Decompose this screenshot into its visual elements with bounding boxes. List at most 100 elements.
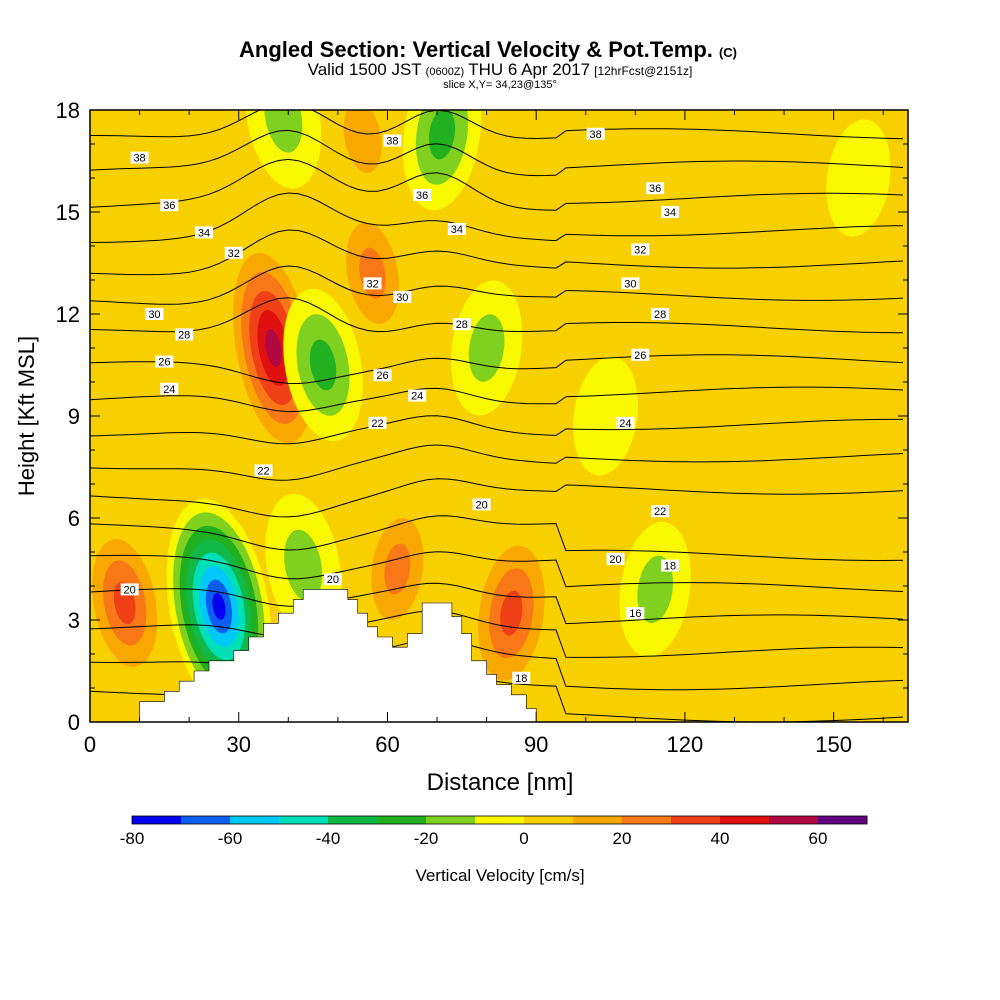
x-tick-label: 60 — [375, 732, 399, 757]
velocity-contour-band — [428, 110, 456, 160]
velocity-contour-band — [265, 328, 282, 368]
colorbar-frame — [131, 815, 868, 825]
x-axis: 0 30 60 90 120 150 — [84, 110, 884, 757]
colorbar-swatch — [769, 816, 819, 824]
isotherm-label: 36 — [160, 199, 179, 212]
subtitle-date: THU 6 Apr 2017 — [468, 60, 590, 79]
svg-text:16: 16 — [629, 608, 641, 620]
colorbar-swatch — [671, 816, 721, 824]
x-axis-label: Distance [nm] — [427, 769, 574, 796]
colorbar-swatch — [818, 816, 868, 824]
isotherm-label: 28 — [452, 318, 471, 331]
svg-text:30: 30 — [148, 309, 160, 321]
svg-text:24: 24 — [163, 384, 175, 396]
svg-text:30: 30 — [624, 278, 636, 290]
velocity-cell-downdraft — [283, 288, 363, 442]
chart-title-suffix: (C) — [719, 45, 737, 60]
svg-text:38: 38 — [386, 136, 398, 148]
svg-text:28: 28 — [178, 329, 190, 341]
colorbar-tick-label: 0 — [519, 829, 528, 848]
velocity-contour-band — [761, 339, 827, 459]
svg-text:18: 18 — [515, 673, 527, 685]
isotherm-label: 26 — [373, 369, 392, 382]
isotherm-label: 30 — [145, 308, 164, 321]
y-tick-label: 18 — [56, 98, 80, 123]
isotherm-label: 24 — [160, 382, 179, 396]
isotherm-label: 38 — [130, 151, 149, 165]
isentrope-line — [90, 0, 903, 16]
velocity-contour-band — [573, 356, 639, 476]
svg-text:36: 36 — [649, 183, 661, 195]
isotherm-label: 22 — [368, 416, 387, 430]
velocity-contour-band — [384, 543, 411, 595]
y-tick-label: 0 — [68, 710, 80, 735]
velocity-contour-band — [686, 252, 753, 376]
svg-text:20: 20 — [476, 499, 488, 511]
isotherm-label: 34 — [195, 226, 214, 239]
x-tick-label: 150 — [815, 732, 852, 757]
vertical-velocity-field — [90, 110, 891, 714]
chart-subtitle: Valid 1500 JST (0600Z) THU 6 Apr 2017 [12hr… — [308, 60, 693, 79]
isotherm-label: 28 — [651, 308, 670, 321]
isotherm-label: 30 — [621, 277, 640, 290]
svg-text:38: 38 — [133, 153, 145, 165]
velocity-cell-weak-up — [785, 575, 852, 699]
isentrope-line — [90, 229, 904, 276]
colorbar-swatch — [573, 816, 623, 824]
svg-text:38: 38 — [590, 129, 602, 141]
subtitle-utc: (0600Z) — [426, 66, 465, 78]
svg-text:22: 22 — [371, 418, 383, 430]
chart-title-main: Angled Section: Vertical Velocity & Pot.… — [239, 37, 713, 62]
svg-text:32: 32 — [634, 244, 646, 256]
isotherm-labels: 3836343230282624383634323028262422222020… — [120, 127, 680, 685]
isotherm-label: 24 — [616, 416, 635, 430]
svg-text:24: 24 — [411, 391, 423, 403]
svg-text:32: 32 — [228, 248, 240, 260]
velocity-cell-downdraft — [619, 521, 691, 657]
velocity-contour-band — [637, 555, 673, 624]
velocity-cell-downdraft — [402, 110, 482, 211]
velocity-cell-updraft — [332, 197, 413, 350]
terrain — [90, 589, 537, 722]
velocity-contour-band — [826, 119, 891, 237]
colorbar-swatch — [377, 816, 427, 824]
isotherm-label: 18 — [661, 559, 680, 573]
potential-temperature-contours — [90, 0, 904, 722]
svg-text:34: 34 — [451, 224, 463, 236]
isentrope-line — [90, 551, 904, 592]
svg-text:34: 34 — [198, 227, 210, 239]
svg-text:34: 34 — [664, 207, 676, 219]
isotherm-label: 32 — [631, 243, 650, 256]
y-tick-label: 15 — [56, 200, 80, 225]
colorbar-tick-label: -20 — [414, 829, 439, 848]
svg-text:30: 30 — [396, 292, 408, 304]
isotherm-label: 32 — [363, 277, 382, 290]
colorbar-tick-label: -60 — [218, 829, 243, 848]
isotherm-label: 36 — [413, 189, 432, 202]
velocity-cell-updraft — [324, 110, 401, 209]
isentrope-line — [90, 444, 904, 481]
isotherm-label: 18 — [512, 671, 531, 685]
isotherm-label: 22 — [651, 505, 670, 518]
colorbar-swatch — [279, 816, 329, 824]
isotherm-label: 20 — [606, 552, 625, 566]
y-axis-label: Height [Kft MSL] — [14, 336, 39, 496]
colorbar-tick-label: 60 — [809, 829, 828, 848]
slice-label: slice X,Y= 34,23@135° — [443, 79, 557, 91]
colorbar-swatch — [132, 816, 182, 824]
x-tick-label: 90 — [524, 732, 548, 757]
isentrope-line — [90, 610, 904, 658]
velocity-cell-updraft — [467, 523, 556, 704]
x-tick-label: 0 — [84, 732, 96, 757]
isentrope-line — [90, 354, 904, 385]
svg-text:28: 28 — [456, 319, 468, 331]
velocity-contour-band — [264, 110, 303, 153]
isentrope-line — [90, 192, 904, 243]
y-tick-label: 6 — [68, 506, 80, 531]
x-tick-label: 30 — [226, 732, 250, 757]
velocity-cell-weak-down — [826, 119, 891, 237]
colorbar-swatch — [230, 816, 280, 824]
colorbar-swatch — [475, 816, 525, 824]
